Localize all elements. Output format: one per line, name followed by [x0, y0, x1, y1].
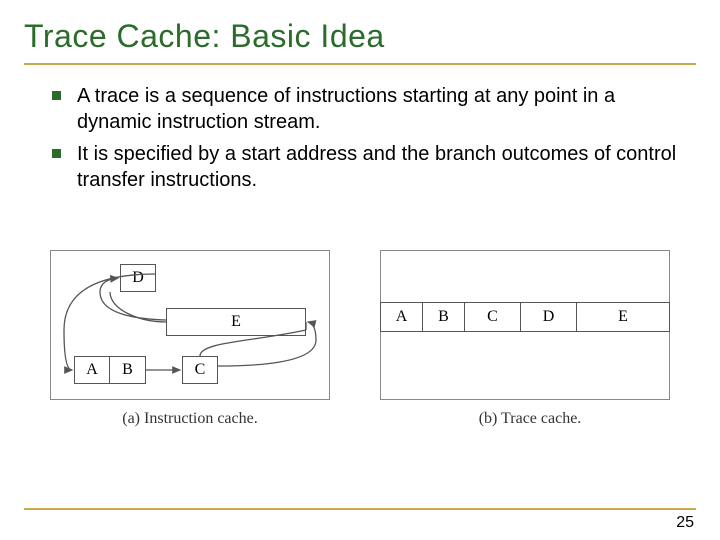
figure-a-caption: (a) Instruction cache. [90, 410, 290, 428]
node-c: C [182, 356, 218, 384]
figure-area: D E A B C [50, 250, 670, 450]
slide: Trace Cache: Basic Idea A trace is a seq… [0, 0, 720, 540]
node-label: B [122, 361, 133, 379]
trace-row: A B C D E [380, 302, 670, 332]
node-label: E [231, 313, 241, 331]
bullet-square-icon [52, 91, 61, 100]
seg-label: B [438, 308, 449, 326]
seg-a: A [380, 302, 422, 332]
seg-label: E [618, 308, 628, 326]
slide-title: Trace Cache: Basic Idea [24, 18, 696, 65]
seg-d: D [520, 302, 576, 332]
bullet-item: A trace is a sequence of instructions st… [52, 83, 684, 135]
seg-c: C [464, 302, 520, 332]
bullet-square-icon [52, 149, 61, 158]
node-a: A [74, 356, 110, 384]
footer-rule [24, 508, 696, 510]
node-label: D [132, 269, 144, 287]
figure-b: A B C D E [380, 250, 670, 400]
seg-e: E [576, 302, 670, 332]
figure-b-caption: (b) Trace cache. [450, 410, 610, 428]
seg-b: B [422, 302, 464, 332]
node-d: D [120, 264, 156, 292]
bullet-item: It is specified by a start address and t… [52, 141, 684, 193]
bullet-text: A trace is a sequence of instructions st… [77, 83, 684, 135]
node-e: E [166, 308, 306, 336]
node-label: C [195, 361, 206, 379]
seg-label: D [543, 308, 555, 326]
bullet-list: A trace is a sequence of instructions st… [24, 83, 696, 193]
node-label: A [86, 361, 98, 379]
figure-a: D E A B C [50, 250, 330, 400]
page-number: 25 [676, 514, 694, 532]
seg-label: C [487, 308, 498, 326]
node-b: B [110, 356, 146, 384]
bullet-text: It is specified by a start address and t… [77, 141, 684, 193]
seg-label: A [396, 308, 408, 326]
